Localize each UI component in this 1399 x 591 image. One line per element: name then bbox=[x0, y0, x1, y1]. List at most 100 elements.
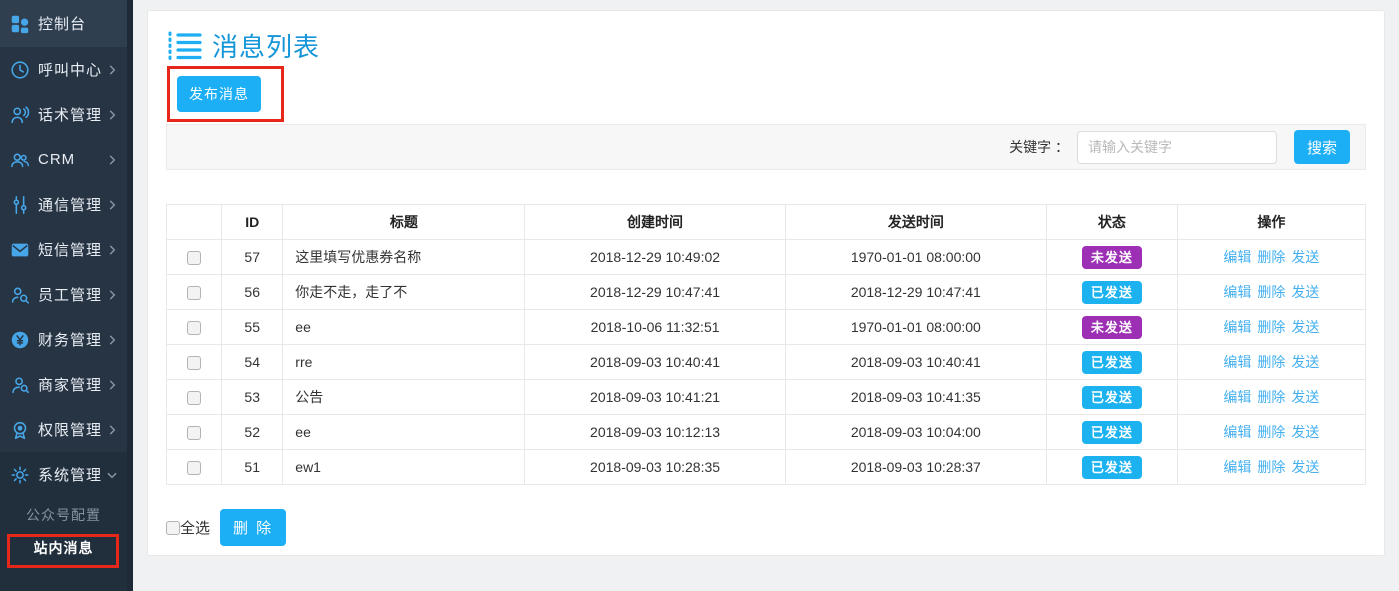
table-row: 55 ee 2018-10-06 11:32:51 1970-01-01 08:… bbox=[165, 309, 1367, 345]
chevron-right-icon bbox=[105, 423, 119, 437]
sidebar-item-label: 商家管理 bbox=[38, 377, 103, 394]
cell-operations: 编辑 删除 发送 bbox=[1176, 449, 1367, 485]
main-content: 消息列表 发布消息 关键字 ： 搜索 ID 标题 创建时间 发送时间 bbox=[133, 0, 1399, 591]
delete-link[interactable]: 删除 bbox=[1257, 354, 1286, 370]
cell-operations: 编辑 删除 发送 bbox=[1176, 379, 1367, 415]
staff-icon bbox=[8, 283, 32, 307]
edit-link[interactable]: 编辑 bbox=[1223, 284, 1252, 300]
cell-id: 56 bbox=[221, 274, 284, 310]
row-checkbox[interactable] bbox=[187, 391, 202, 406]
cell-operations: 编辑 删除 发送 bbox=[1176, 344, 1367, 380]
sidebar-item-finance[interactable]: 财务管理 bbox=[0, 317, 127, 362]
cell-id: 57 bbox=[221, 239, 284, 275]
search-bar: 关键字 ： 搜索 bbox=[166, 124, 1366, 170]
send-link[interactable]: 发送 bbox=[1291, 354, 1320, 370]
cell-id: 52 bbox=[221, 414, 284, 450]
chevron-right-icon bbox=[105, 63, 119, 77]
cell-title: ew1 bbox=[282, 449, 526, 485]
cell-title: 这里填写优惠券名称 bbox=[282, 239, 526, 275]
send-link[interactable]: 发送 bbox=[1291, 459, 1320, 475]
cell-created-time: 2018-09-03 10:41:21 bbox=[524, 379, 786, 415]
sidebar-item-crm[interactable]: CRM bbox=[0, 137, 127, 182]
row-checkbox[interactable] bbox=[187, 251, 202, 266]
sidebar-item-site-message[interactable]: 站内消息 bbox=[33, 540, 94, 556]
delete-link[interactable]: 删除 bbox=[1257, 249, 1286, 265]
sidebar-item-permission[interactable]: 权限管理 bbox=[0, 407, 127, 452]
send-link[interactable]: 发送 bbox=[1291, 389, 1320, 405]
col-header-checkbox bbox=[165, 204, 223, 240]
delete-button[interactable]: 删 除 bbox=[220, 509, 287, 546]
publish-message-button[interactable]: 发布消息 bbox=[177, 76, 261, 112]
cell-title: rre bbox=[282, 344, 526, 380]
edit-link[interactable]: 编辑 bbox=[1223, 389, 1252, 405]
cell-sent-time: 2018-09-03 10:28:37 bbox=[784, 449, 1048, 485]
sidebar-submenu: 公众号配置 站内消息 bbox=[0, 497, 127, 565]
sidebar-item-label: 话术管理 bbox=[38, 107, 103, 124]
col-header-id: ID bbox=[221, 204, 284, 240]
delete-link[interactable]: 删除 bbox=[1257, 389, 1286, 405]
sidebar-item-console[interactable]: 控制台 bbox=[0, 0, 127, 47]
row-checkbox[interactable] bbox=[187, 286, 202, 301]
edit-link[interactable]: 编辑 bbox=[1223, 249, 1252, 265]
sidebar-item-communication[interactable]: 通信管理 bbox=[0, 182, 127, 227]
sidebar-item-label: 呼叫中心 bbox=[38, 62, 103, 79]
col-header-status: 状态 bbox=[1046, 204, 1178, 240]
chevron-right-icon bbox=[105, 198, 119, 212]
row-checkbox[interactable] bbox=[187, 461, 202, 476]
status-badge: 已发送 bbox=[1081, 350, 1142, 374]
edit-link[interactable]: 编辑 bbox=[1223, 459, 1252, 475]
cell-title: ee bbox=[282, 309, 526, 345]
sidebar-item-script-management[interactable]: 话术管理 bbox=[0, 92, 127, 137]
merchant-icon bbox=[8, 373, 32, 397]
sidebar-item-label: CRM bbox=[38, 151, 76, 168]
permission-icon bbox=[8, 418, 32, 442]
chevron-right-icon bbox=[105, 153, 119, 167]
cell-id: 54 bbox=[221, 344, 284, 380]
cell-operations: 编辑 删除 发送 bbox=[1176, 414, 1367, 450]
cell-id: 55 bbox=[221, 309, 284, 345]
chevron-right-icon bbox=[105, 288, 119, 302]
sidebar-item-system[interactable]: 系统管理 bbox=[0, 452, 127, 497]
annotation-box-publish: 发布消息 bbox=[167, 66, 284, 122]
table-header-row: ID 标题 创建时间 发送时间 状态 操作 bbox=[165, 204, 1367, 240]
send-link[interactable]: 发送 bbox=[1291, 424, 1320, 440]
cell-created-time: 2018-09-03 10:40:41 bbox=[524, 344, 786, 380]
col-header-operation: 操作 bbox=[1176, 204, 1367, 240]
row-checkbox[interactable] bbox=[187, 321, 202, 336]
edit-link[interactable]: 编辑 bbox=[1223, 424, 1252, 440]
status-badge: 已发送 bbox=[1081, 385, 1142, 409]
delete-link[interactable]: 删除 bbox=[1257, 459, 1286, 475]
edit-link[interactable]: 编辑 bbox=[1223, 354, 1252, 370]
message-table-body: 57 这里填写优惠券名称 2018-12-29 10:49:02 1970-01… bbox=[165, 239, 1367, 485]
table-row: 53 公告 2018-09-03 10:41:21 2018-09-03 10:… bbox=[165, 379, 1367, 415]
keyword-input[interactable] bbox=[1077, 130, 1277, 164]
delete-link[interactable]: 删除 bbox=[1257, 284, 1286, 300]
chevron-down-icon bbox=[105, 468, 119, 482]
send-link[interactable]: 发送 bbox=[1291, 319, 1320, 335]
search-button[interactable]: 搜索 bbox=[1294, 130, 1350, 164]
table-row: 56 你走不走，走了不 2018-12-29 10:47:41 2018-12-… bbox=[165, 274, 1367, 310]
sidebar-item-official-account-config[interactable]: 公众号配置 bbox=[26, 507, 101, 523]
sidebar-item-staff[interactable]: 员工管理 bbox=[0, 272, 127, 317]
row-checkbox[interactable] bbox=[187, 356, 202, 371]
sidebar-item-label: 权限管理 bbox=[38, 422, 103, 439]
dashboard-icon bbox=[8, 12, 32, 36]
sidebar-item-merchant[interactable]: 商家管理 bbox=[0, 362, 127, 407]
finance-icon bbox=[8, 328, 32, 352]
col-header-sent: 发送时间 bbox=[784, 204, 1048, 240]
cell-created-time: 2018-09-03 10:12:13 bbox=[524, 414, 786, 450]
cell-title: ee bbox=[282, 414, 526, 450]
sidebar-item-label: 短信管理 bbox=[38, 242, 103, 259]
send-link[interactable]: 发送 bbox=[1291, 249, 1320, 265]
sidebar-item-sms[interactable]: 短信管理 bbox=[0, 227, 127, 272]
select-all-checkbox[interactable] bbox=[166, 520, 180, 535]
edit-link[interactable]: 编辑 bbox=[1223, 319, 1252, 335]
footer-controls: 全选 删 除 bbox=[166, 509, 1366, 546]
send-link[interactable]: 发送 bbox=[1291, 284, 1320, 300]
delete-link[interactable]: 删除 bbox=[1257, 319, 1286, 335]
sidebar-item-call-center[interactable]: 呼叫中心 bbox=[0, 47, 127, 92]
chevron-right-icon bbox=[105, 243, 119, 257]
call-center-icon bbox=[8, 58, 32, 82]
row-checkbox[interactable] bbox=[187, 426, 202, 441]
delete-link[interactable]: 删除 bbox=[1257, 424, 1286, 440]
